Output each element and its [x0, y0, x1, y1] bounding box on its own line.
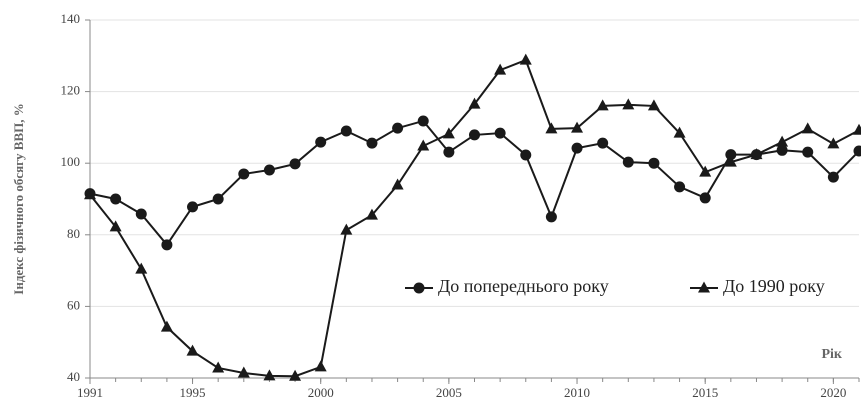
marker: [135, 262, 148, 274]
marker: [622, 98, 635, 110]
marker: [853, 145, 861, 157]
marker: [289, 158, 301, 170]
y-tick-label: 80: [67, 226, 80, 241]
marker: [648, 157, 660, 169]
marker: [263, 369, 276, 381]
marker: [84, 188, 96, 200]
marker: [392, 122, 404, 134]
x-tick-label: 2015: [692, 385, 718, 400]
marker: [827, 137, 840, 149]
marker: [237, 366, 250, 378]
marker: [469, 129, 480, 141]
marker: [315, 136, 327, 148]
marker: [571, 142, 583, 154]
marker: [571, 121, 584, 133]
x-tick-label: 2010: [564, 385, 590, 400]
marker: [391, 178, 404, 190]
marker: [186, 344, 199, 356]
marker: [340, 223, 353, 235]
y-tick-label: 100: [61, 154, 81, 169]
marker: [443, 146, 455, 158]
x-tick-label: 2000: [308, 385, 334, 400]
y-tick-label: 40: [67, 369, 80, 384]
marker: [802, 146, 814, 158]
y-axis-label: Індекс фізичного обсягу ВВП, %: [11, 103, 26, 294]
marker: [263, 164, 275, 176]
marker: [597, 137, 609, 149]
legend-label: До 1990 року: [723, 276, 825, 296]
marker: [519, 53, 532, 65]
marker: [314, 360, 327, 372]
marker: [853, 123, 861, 135]
marker: [801, 122, 814, 134]
x-tick-label: 1991: [77, 385, 103, 400]
marker: [212, 193, 224, 205]
y-tick-label: 60: [67, 297, 80, 312]
x-tick-label: 1995: [180, 385, 206, 400]
marker: [725, 149, 737, 161]
marker: [187, 201, 199, 213]
x-tick-label: 2005: [436, 385, 462, 400]
legend-label: До попереднього року: [438, 276, 609, 296]
marker: [674, 181, 686, 193]
marker: [289, 369, 302, 381]
marker: [161, 239, 173, 251]
marker: [520, 149, 532, 161]
legend-marker: [698, 281, 710, 293]
marker: [212, 361, 225, 373]
marker: [365, 208, 378, 220]
marker: [238, 168, 250, 180]
marker: [135, 208, 147, 220]
marker: [340, 125, 352, 137]
marker: [417, 115, 429, 127]
marker: [724, 155, 737, 167]
x-tick-label: 2020: [820, 385, 846, 400]
marker: [596, 99, 609, 111]
marker: [545, 122, 558, 134]
marker: [699, 165, 712, 177]
x-axis-label: Рік: [821, 347, 842, 362]
marker: [160, 320, 173, 332]
marker: [110, 193, 122, 205]
marker: [366, 137, 378, 149]
marker: [545, 211, 557, 223]
y-tick-label: 120: [61, 83, 81, 98]
marker: [494, 127, 506, 139]
marker: [776, 144, 788, 156]
marker: [442, 127, 455, 139]
marker: [622, 156, 634, 168]
y-tick-label: 140: [61, 11, 81, 26]
marker: [494, 63, 507, 75]
legend-marker: [413, 282, 425, 294]
marker: [673, 126, 686, 138]
marker: [109, 220, 122, 232]
marker: [468, 97, 481, 109]
marker: [699, 192, 711, 204]
marker: [750, 148, 763, 160]
marker: [776, 135, 789, 147]
marker: [827, 171, 839, 183]
marker: [417, 139, 430, 151]
marker: [647, 99, 660, 111]
